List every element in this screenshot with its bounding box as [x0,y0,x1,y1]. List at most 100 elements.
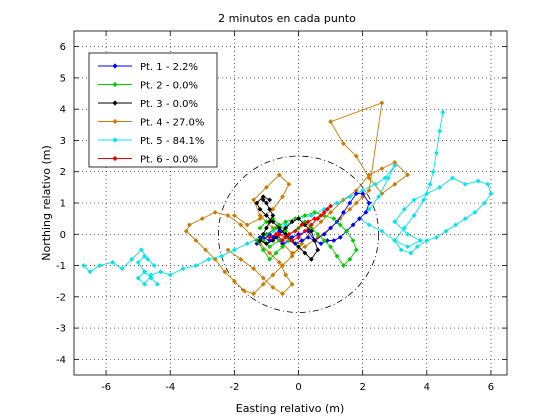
y-tick-label: 5 [60,73,66,84]
data-point [488,191,494,197]
data-point [231,247,237,253]
data-point [443,228,449,234]
x-tick-label: 6 [488,382,494,393]
legend-item-2: Pt. 2 - 0.0% [98,81,198,92]
legend-label: Pt. 2 - 0.0% [140,81,198,92]
data-point [299,241,305,247]
data-point [366,206,372,212]
data-point [193,263,199,268]
data-point [353,200,359,206]
data-point [321,209,327,215]
data-point [427,181,433,187]
data-point [341,209,346,215]
data-point [296,231,301,237]
data-point [312,238,317,243]
data-point [286,231,292,237]
data-point [337,216,343,222]
data-point [405,172,410,178]
data-point [97,263,103,268]
data-point [280,291,285,297]
legend-box [88,52,218,168]
data-point [238,222,244,228]
y-tick-label: 3 [60,136,66,147]
data-point [260,231,266,237]
data-point [225,213,231,218]
y-tick-label: -1 [56,261,66,272]
data-point [472,209,478,215]
data-point [248,231,253,237]
data-point [257,206,263,212]
data-point [392,238,398,243]
data-point [437,184,443,190]
data-point [283,222,289,228]
data-point [280,244,285,250]
data-point [225,247,231,253]
data-point [151,263,157,268]
data-point [312,216,317,222]
data-point [260,281,266,287]
data-point [405,244,410,250]
data-point [401,206,407,212]
data-point [276,238,282,243]
data-point [267,256,273,262]
data-point [296,216,301,222]
data-point [366,172,372,178]
data-point [475,178,481,184]
data-point [350,238,356,243]
data-point [260,194,266,200]
data-point [231,278,237,284]
data-point [324,238,330,243]
data-point [264,184,269,190]
legend-label: Pt. 3 - 0.0% [140,99,198,110]
data-point [373,181,378,187]
y-axis-label: Northing relativo (m) [40,145,53,261]
data-point [305,235,311,240]
data-point [273,225,279,231]
data-point [264,213,269,218]
data-point [440,109,446,115]
data-point [206,256,212,262]
legend-marker [112,137,118,143]
data-point [260,197,266,203]
data-point [328,209,333,215]
data-point [81,263,87,268]
data-point [308,222,314,228]
data-point [180,266,186,272]
data-point [167,272,173,278]
data-point [296,244,301,250]
data-point [260,247,266,253]
data-point [87,269,93,275]
data-point [276,260,282,265]
data-point [270,285,276,290]
data-point [437,128,443,134]
data-point [379,100,385,106]
data-point [462,216,468,222]
data-point [328,203,333,209]
data-point [251,266,257,272]
data-point [276,222,282,228]
data-point [299,222,305,228]
legend-label: Pt. 6 - 0.0% [140,155,198,166]
data-point [148,272,154,278]
legend-item-1: Pt. 1 - 2.2% [98,62,198,73]
data-point [289,250,295,256]
data-point [353,247,359,253]
data-point [315,231,321,237]
data-point [360,188,366,193]
data-point [334,200,340,206]
y-tick-label: 1 [60,199,66,210]
data-point [324,206,330,212]
data-point [385,175,391,181]
data-point [379,228,385,234]
data-point [424,191,430,197]
data-point [328,244,333,250]
data-point [135,260,141,265]
data-point [302,228,308,234]
data-point [254,200,260,206]
data-point [289,235,295,240]
data-point [231,213,237,218]
data-point [401,225,407,231]
data-point [366,222,372,228]
data-point [257,238,263,243]
y-tick-label: -2 [56,292,66,303]
